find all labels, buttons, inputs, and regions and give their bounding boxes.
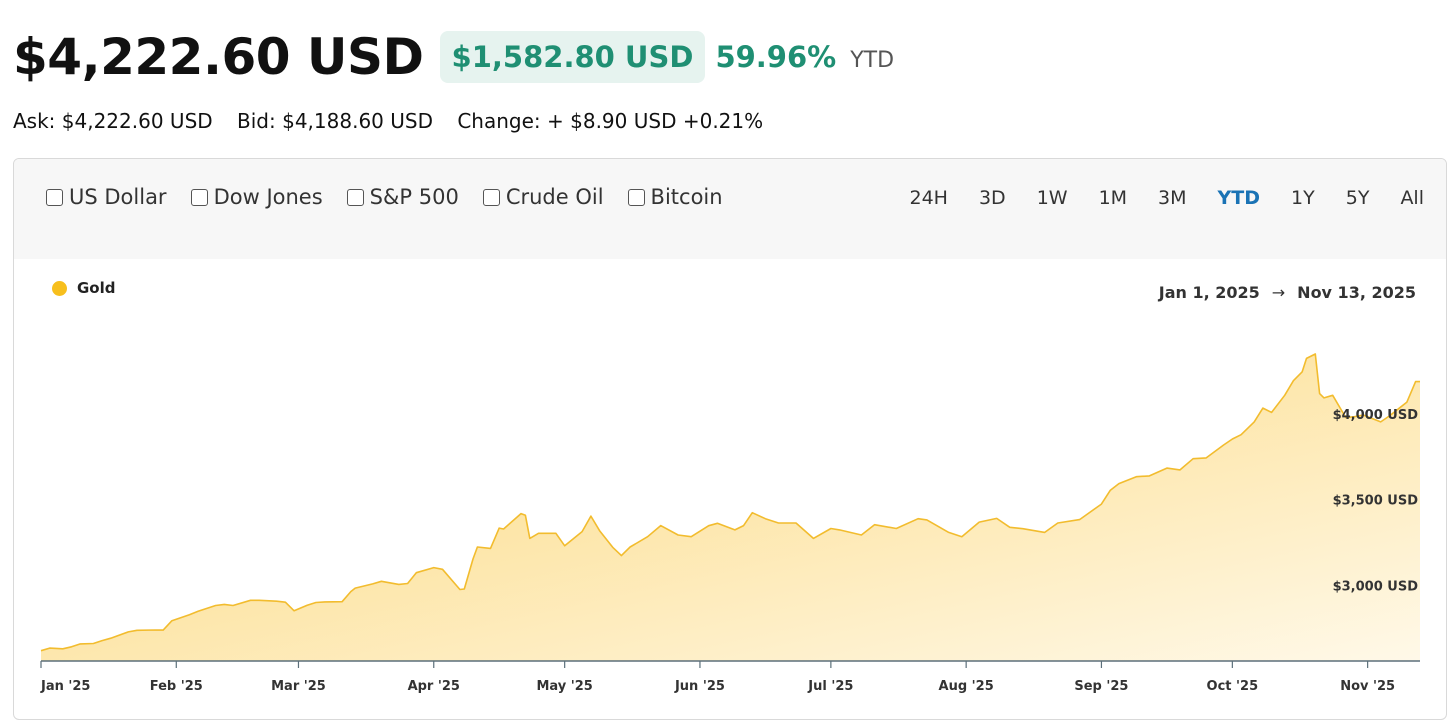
x-tick-label: Jun '25: [674, 679, 725, 694]
gold-price-chart[interactable]: $3,000 USD $3,500 USD $4,000 USD Jan '25 Feb…: [14, 159, 1446, 719]
current-price: $4,222.60 USD: [13, 28, 424, 86]
legend-label: Gold: [77, 279, 116, 297]
toggle-crude-oil[interactable]: Crude Oil: [482, 185, 604, 209]
chart-toolbar: US Dollar Dow Jones S&P 500 Crude Oil Bi…: [14, 159, 1446, 259]
date-range: Jan 1, 2025 → Nov 13, 2025: [1159, 283, 1416, 302]
chart-legend: Gold: [52, 279, 116, 297]
x-tick-label: Aug '25: [939, 679, 994, 694]
date-range-end: Nov 13, 2025: [1297, 283, 1416, 302]
checkbox-icon[interactable]: [46, 188, 63, 206]
toggle-label: S&P 500: [369, 185, 459, 209]
range-3d[interactable]: 3D: [978, 187, 1006, 209]
y-tick-label: $3,000 USD: [1333, 579, 1419, 594]
change-period: YTD: [850, 47, 895, 73]
y-tick-label: $3,500 USD: [1333, 494, 1419, 509]
ask-price: Ask: $4,222.60 USD: [13, 109, 213, 133]
gold-legend-dot: [52, 280, 67, 296]
x-tick-label: Oct '25: [1207, 679, 1259, 694]
date-range-start: Jan 1, 2025: [1158, 283, 1260, 302]
x-tick-label: May '25: [536, 679, 592, 694]
chart-panel: US Dollar Dow Jones S&P 500 Crude Oil Bi…: [13, 158, 1447, 720]
range-24h[interactable]: 24H: [909, 187, 948, 209]
toggle-label: US Dollar: [69, 185, 167, 209]
quote-details: Ask: $4,222.60 USD Bid: $4,188.60 USD Ch…: [13, 109, 781, 133]
range-all[interactable]: All: [1400, 187, 1424, 209]
range-3m[interactable]: 3M: [1158, 187, 1187, 209]
toggle-label: Dow Jones: [213, 185, 323, 209]
x-tick-label: Feb '25: [150, 679, 203, 694]
checkbox-icon[interactable]: [190, 188, 208, 206]
checkbox-icon[interactable]: [482, 188, 500, 206]
toggle-label: Bitcoin: [650, 185, 723, 209]
x-tick-label: Jan '25: [40, 679, 90, 694]
toggle-us-dollar[interactable]: US Dollar: [46, 185, 167, 209]
gold-area-fill: [41, 354, 1420, 661]
x-tick-label: Jul '25: [807, 679, 853, 694]
toggle-sp-500[interactable]: S&P 500: [346, 185, 459, 209]
x-tick-label: Nov '25: [1340, 679, 1395, 694]
arrow-right-icon: →: [1271, 283, 1286, 302]
range-5y[interactable]: 5Y: [1345, 187, 1370, 209]
comparison-toggles: US Dollar Dow Jones S&P 500 Crude Oil Bi…: [46, 185, 747, 209]
range-1w[interactable]: 1W: [1036, 187, 1068, 209]
x-tick-label: Mar '25: [271, 679, 326, 694]
checkbox-icon[interactable]: [627, 188, 645, 206]
y-tick-label: $4,000 USD: [1333, 408, 1419, 423]
toggle-bitcoin[interactable]: Bitcoin: [627, 185, 723, 209]
toggle-dow-jones[interactable]: Dow Jones: [190, 185, 323, 209]
range-ytd[interactable]: YTD: [1217, 187, 1261, 209]
toggle-label: Crude Oil: [505, 185, 604, 209]
x-tick-label: Sep '25: [1074, 679, 1128, 694]
change-percent: 59.96%: [715, 40, 837, 74]
range-selector: 24H 3D 1W 1M 3M YTD 1Y 5Y All: [879, 187, 1425, 209]
range-1m[interactable]: 1M: [1098, 187, 1128, 209]
price-header: $4,222.60 USD $1,582.80 USD 59.96% YTD: [13, 26, 894, 88]
change-badge: $1,582.80 USD: [439, 31, 706, 83]
range-1y[interactable]: 1Y: [1291, 187, 1315, 209]
x-tick-label: Apr '25: [408, 679, 460, 694]
gold-series-line: [40, 353, 1420, 652]
bid-price: Bid: $4,188.60 USD: [237, 109, 433, 133]
checkbox-icon[interactable]: [346, 188, 364, 206]
daily-change: Change: + $8.90 USD +0.21%: [457, 109, 764, 133]
